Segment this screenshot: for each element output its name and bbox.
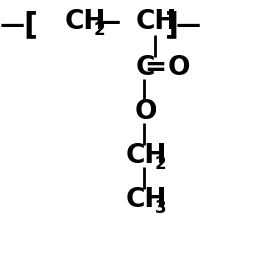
Text: O: O [168,55,190,81]
Text: =: = [144,55,166,81]
Text: C: C [136,55,155,81]
Text: [: [ [23,10,37,40]
Text: CH: CH [126,143,167,169]
Text: —: — [0,13,25,37]
Text: CH: CH [65,9,106,35]
Text: CH: CH [126,187,167,213]
Text: O: O [135,99,157,125]
Text: —: — [176,13,200,37]
Text: CH: CH [136,9,177,35]
Text: —: — [95,10,121,34]
Text: ]: ] [165,10,179,40]
Text: 2: 2 [155,155,167,173]
Text: 2: 2 [94,21,106,39]
Text: 3: 3 [155,199,167,217]
